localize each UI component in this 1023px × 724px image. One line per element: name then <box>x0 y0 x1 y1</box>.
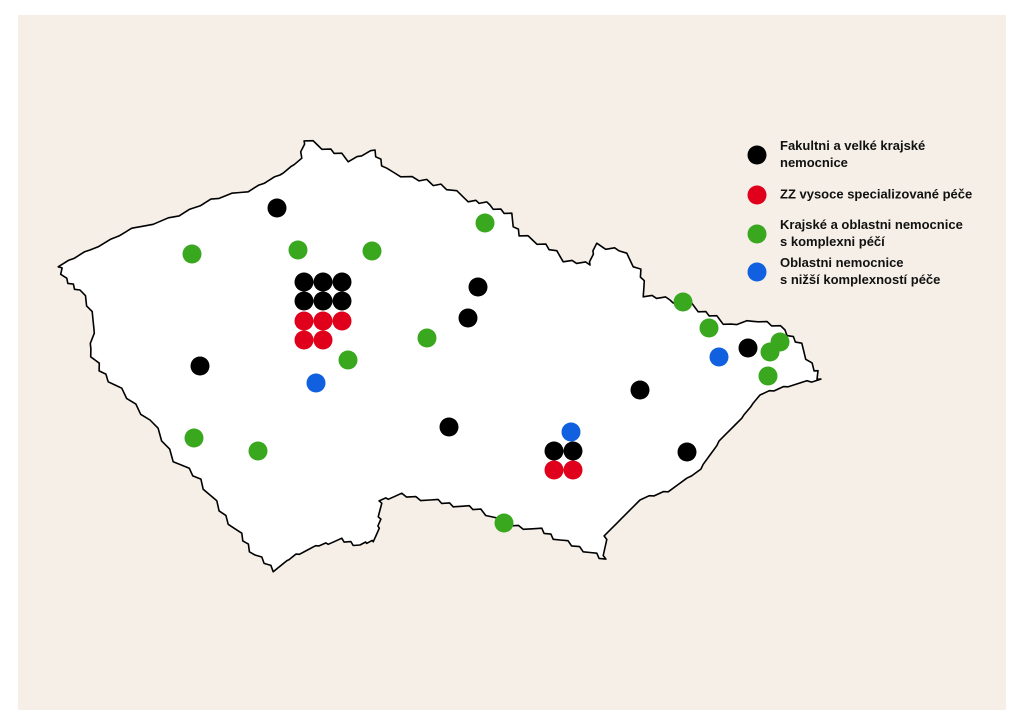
hospital-marker <box>439 417 459 437</box>
hospital-marker <box>738 338 758 358</box>
hospital-marker <box>677 442 697 462</box>
hospital-marker <box>182 244 202 264</box>
hospital-marker <box>468 277 488 297</box>
legend-label: ZZ vysoce specializované péče <box>780 186 972 201</box>
hospital-marker <box>561 422 581 442</box>
legend-swatch <box>747 145 767 165</box>
hospital-marker <box>475 213 495 233</box>
hospital-marker <box>288 240 308 260</box>
hospital-marker <box>458 308 478 328</box>
hospital-marker <box>294 272 314 292</box>
hospital-marker <box>306 373 326 393</box>
hospital-marker <box>494 513 514 533</box>
hospital-marker <box>313 311 333 331</box>
legend-label: Krajské a oblastni nemocnice <box>780 217 963 232</box>
hospital-marker <box>332 291 352 311</box>
hospital-marker <box>313 291 333 311</box>
hospital-marker <box>630 380 650 400</box>
hospital-marker <box>758 366 778 386</box>
hospital-marker <box>544 460 564 480</box>
hospital-marker <box>190 356 210 376</box>
hospital-markers <box>182 198 790 533</box>
hospital-marker <box>709 347 729 367</box>
hospital-marker <box>248 441 268 461</box>
legend-label: s komplexni péčí <box>780 234 885 249</box>
hospital-marker <box>313 272 333 292</box>
hospital-marker <box>338 350 358 370</box>
hospital-marker <box>184 428 204 448</box>
hospital-marker <box>332 272 352 292</box>
legend-label: s nižší komplexností péče <box>780 272 940 287</box>
country-outline <box>57 139 822 573</box>
hospital-marker <box>544 441 564 461</box>
hospital-marker <box>332 311 352 331</box>
hospital-marker <box>563 441 583 461</box>
hospital-marker <box>362 241 382 261</box>
hospital-marker <box>699 318 719 338</box>
hospital-marker <box>417 328 437 348</box>
legend-swatch <box>747 262 767 282</box>
hospital-marker <box>563 460 583 480</box>
legend-label: Fakultni a velké krajské <box>780 138 925 153</box>
hospital-marker <box>267 198 287 218</box>
legend-label: nemocnice <box>780 155 848 170</box>
legend: Fakultni a velké krajské nemocnice ZZ vyso… <box>747 138 972 287</box>
hospital-marker <box>770 332 790 352</box>
legend-swatch <box>747 224 767 244</box>
hospital-marker <box>313 330 333 350</box>
hospital-marker <box>294 330 314 350</box>
legend-swatch <box>747 185 767 205</box>
hospital-marker <box>294 291 314 311</box>
hospital-marker <box>673 292 693 312</box>
legend-label: Oblastni nemocnice <box>780 255 904 270</box>
hospital-marker <box>294 311 314 331</box>
